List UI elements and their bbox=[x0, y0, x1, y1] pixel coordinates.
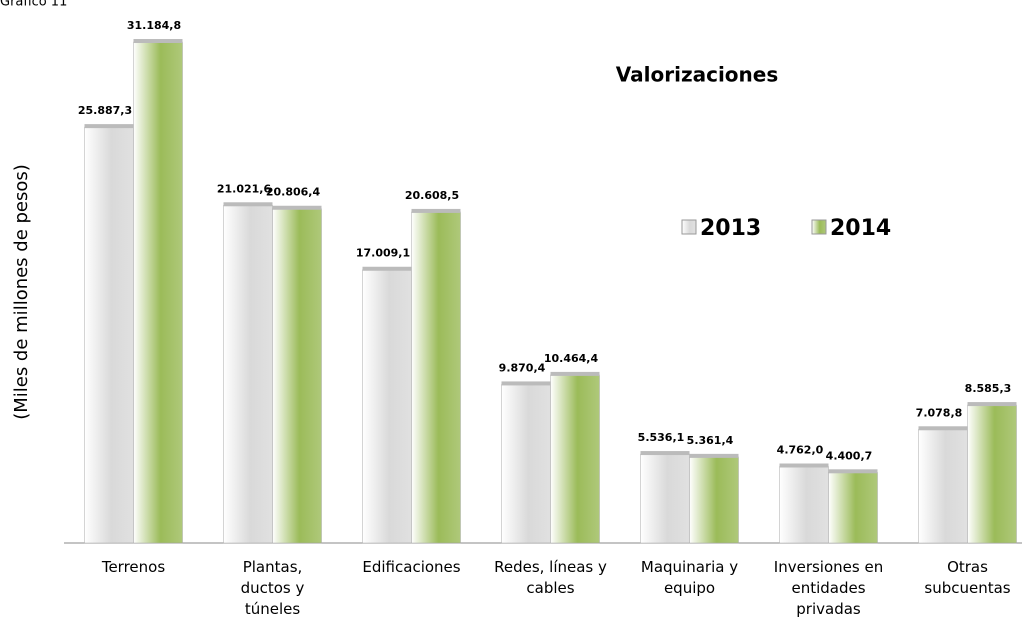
bar-top bbox=[411, 208, 461, 213]
bar bbox=[828, 472, 878, 544]
bar bbox=[84, 126, 134, 544]
y-axis-label: (Miles de millones de pesos) bbox=[11, 164, 32, 420]
bar bbox=[133, 41, 183, 544]
data-label: 8.585,3 bbox=[965, 382, 1012, 395]
bar bbox=[967, 404, 1017, 544]
data-label: 9.870,4 bbox=[499, 361, 546, 374]
data-label: 5.536,1 bbox=[638, 431, 685, 444]
bar bbox=[411, 211, 461, 544]
data-label: 7.078,8 bbox=[916, 406, 963, 419]
data-label: 20.608,5 bbox=[405, 189, 459, 202]
data-label: 25.887,3 bbox=[78, 104, 132, 117]
data-label: 31.184,8 bbox=[127, 19, 181, 32]
legend-label: 2013 bbox=[700, 216, 761, 241]
bar bbox=[779, 466, 829, 544]
bar bbox=[501, 384, 551, 544]
legend-swatch bbox=[681, 219, 697, 235]
bar-top bbox=[689, 453, 739, 458]
bar-top bbox=[779, 463, 829, 468]
bar-top bbox=[640, 451, 690, 456]
bar-top bbox=[223, 202, 273, 207]
bar-top bbox=[918, 426, 968, 431]
x-tick-label: Otras subcuentas bbox=[924, 558, 1011, 597]
x-tick-label: Terrenos bbox=[101, 558, 166, 576]
data-label: 10.464,4 bbox=[544, 352, 599, 365]
bar bbox=[362, 269, 412, 544]
bar bbox=[689, 456, 739, 544]
bar bbox=[550, 374, 600, 544]
data-label: 17.009,1 bbox=[356, 247, 410, 260]
bar-top bbox=[133, 39, 183, 44]
data-label: 4.762,0 bbox=[777, 443, 824, 456]
bar-top bbox=[967, 402, 1017, 407]
bar bbox=[223, 205, 273, 544]
bar bbox=[918, 429, 968, 544]
bar-top bbox=[550, 371, 600, 376]
legend-label: 2014 bbox=[830, 216, 891, 241]
bar bbox=[640, 453, 690, 544]
data-label: 5.361,4 bbox=[687, 434, 734, 447]
x-tick-label: Inversiones en entidades privadas bbox=[773, 558, 884, 618]
bar-top bbox=[272, 205, 322, 210]
bar-top bbox=[84, 124, 134, 129]
bar-top bbox=[362, 266, 412, 271]
data-label: 4.400,7 bbox=[826, 449, 873, 462]
data-label: 21.021,6 bbox=[217, 182, 272, 195]
legend-swatch bbox=[811, 219, 827, 235]
data-label: 20.806,4 bbox=[266, 186, 321, 199]
x-tick-label: Edificaciones bbox=[362, 558, 461, 576]
x-tick-label: Maquinaria y equipo bbox=[640, 558, 739, 597]
bar bbox=[272, 208, 322, 544]
x-tick-label: Redes, líneas y cables bbox=[494, 558, 607, 597]
figure-label: Gráfico 11 bbox=[0, 0, 67, 10]
x-tick-label: Plantas, ductos y túneles bbox=[240, 558, 305, 618]
chart-title: Valorizaciones bbox=[616, 63, 779, 87]
bar-top bbox=[828, 469, 878, 474]
bar-top bbox=[501, 381, 551, 386]
